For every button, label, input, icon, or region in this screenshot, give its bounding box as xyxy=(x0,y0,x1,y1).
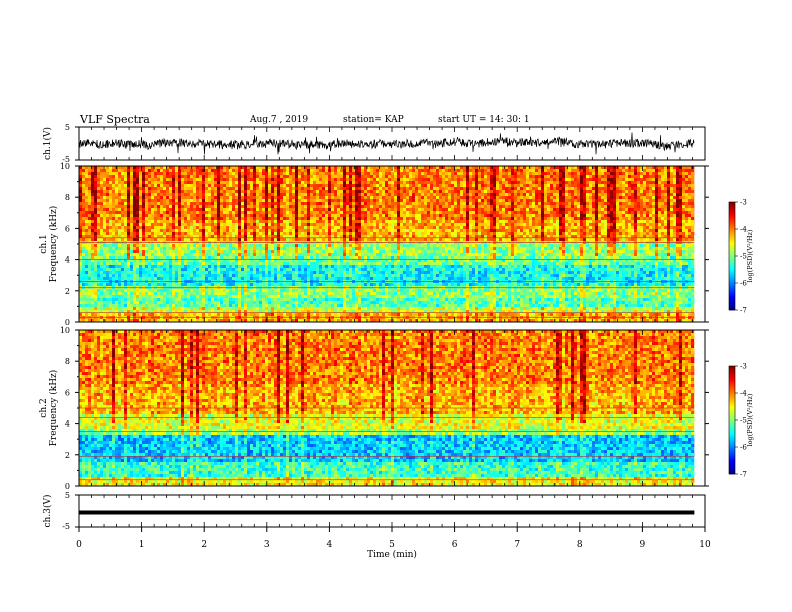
ch1-waveform-ylabel: ch.1(V) xyxy=(42,127,53,160)
xaxis-tick-label: 9 xyxy=(640,540,646,550)
ch2-spectrogram-colorbar-tick-label: -5 xyxy=(740,417,747,425)
ch2-spectrogram-colorbar-label: log(PSD)(V²/Hz) xyxy=(746,393,754,446)
ch3-ytick-top: 5 xyxy=(65,491,70,500)
xaxis-tick-label: 3 xyxy=(264,540,270,550)
figure-title: VLF Spectra xyxy=(80,113,150,126)
ch2-spectrogram-ylabel-frequency: Frequency (kHz) xyxy=(48,370,59,447)
ch1-spectrogram-heatmap-cells xyxy=(79,166,698,323)
ch3-waveform-line xyxy=(79,510,695,515)
ch2-spectrogram-colorbar-tick-label: -3 xyxy=(740,363,747,371)
xaxis-tick-label: 8 xyxy=(577,540,583,550)
xaxis-tick-label: 6 xyxy=(452,540,458,550)
ch2-spectrogram-ytick-label: 8 xyxy=(65,357,70,366)
ch2-spectrogram-ytick-label: 6 xyxy=(65,388,70,397)
xaxis-tick-label: 1 xyxy=(139,540,145,550)
ch2-spectrogram-colorbar-tick-label: -4 xyxy=(740,390,747,398)
ch2-spectrogram-heatmap-cells xyxy=(79,330,698,487)
ch1-spectrogram-ytick-label: 2 xyxy=(65,287,70,296)
ch1-spectrogram-colorbar-tick-label: -6 xyxy=(740,280,747,288)
ch1-spectrogram-colorbar-tick-label: -3 xyxy=(740,199,747,207)
ch1-waveform-line xyxy=(78,132,695,155)
ch3-ytick-bottom: -5 xyxy=(62,522,70,531)
ch1-spectrogram-colorbar-tick-label: -7 xyxy=(740,307,747,315)
ch1-ytick-top: 5 xyxy=(65,123,70,132)
ch2-spectrogram-ylabel-channel: ch.2 xyxy=(39,398,49,417)
ch2-spectrogram-colorbar xyxy=(729,366,735,475)
ch2-spectrogram-ytick-label: 4 xyxy=(65,420,70,429)
xaxis-tick-label: 4 xyxy=(327,540,333,550)
xaxis-tick-label: 10 xyxy=(699,540,711,550)
ch1-spectrogram-ytick-label: 10 xyxy=(60,162,70,171)
ch1-spectrogram-colorbar xyxy=(729,202,735,311)
ch1-spectrogram-ylabel-frequency: Frequency (kHz) xyxy=(48,206,59,283)
ch1-spectrogram-ytick-label: 4 xyxy=(65,256,70,265)
xaxis-tick-label: 5 xyxy=(389,540,395,550)
ch1-spectrogram-ytick-label: 0 xyxy=(65,318,70,327)
ch1-spectrogram-ytick-label: 6 xyxy=(65,224,70,233)
ch2-spectrogram-ytick-label: 2 xyxy=(65,451,70,460)
xaxis-tick-label: 7 xyxy=(514,540,520,550)
ch1-spectrogram-ytick-label: 8 xyxy=(65,193,70,202)
ch1-spectrogram-colorbar-tick-label: -4 xyxy=(740,226,747,234)
ch1-ytick-bottom: -5 xyxy=(62,155,70,164)
ch1-spectrogram-no-data xyxy=(694,166,705,322)
ch2-spectrogram-ytick-label: 10 xyxy=(60,326,70,335)
ch2-spectrogram-colorbar-tick-label: -6 xyxy=(740,444,747,452)
xaxis-tick-label: 2 xyxy=(201,540,207,550)
ch2-spectrogram-colorbar-tick-label: -7 xyxy=(740,471,747,479)
date-label: Aug.7 , 2019 xyxy=(250,115,308,125)
station-label: station= KAP xyxy=(343,115,404,125)
xaxis-label: Time (min) xyxy=(367,549,417,560)
start-ut-label: start UT = 14: 30: 1 xyxy=(438,115,530,125)
ch2-spectrogram-no-data xyxy=(694,330,705,486)
ch2-spectrogram-ytick-label: 0 xyxy=(65,482,70,491)
ch1-spectrogram-colorbar-tick-label: -5 xyxy=(740,253,747,261)
ch3-waveform-ylabel: ch.3(V) xyxy=(42,495,53,528)
ch1-spectrogram-ylabel-channel: ch.1 xyxy=(39,234,49,253)
xaxis-tick-label: 0 xyxy=(76,540,82,550)
ch1-spectrogram-colorbar-label: log(PSD)(V²/Hz) xyxy=(746,229,754,282)
